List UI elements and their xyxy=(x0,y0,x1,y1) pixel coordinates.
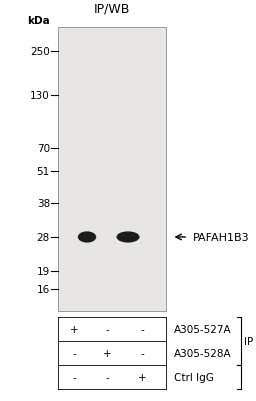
Text: kDa: kDa xyxy=(27,16,50,26)
Bar xyxy=(58,28,166,311)
Text: 16: 16 xyxy=(37,285,50,294)
Text: 28: 28 xyxy=(37,233,50,242)
Text: Ctrl IgG: Ctrl IgG xyxy=(174,372,214,382)
Text: +: + xyxy=(138,372,146,382)
Text: PAFAH1B3: PAFAH1B3 xyxy=(193,233,250,242)
Text: +: + xyxy=(70,324,79,334)
Text: -: - xyxy=(106,324,109,334)
Text: -: - xyxy=(140,348,144,358)
Text: IP/WB: IP/WB xyxy=(94,2,130,15)
Text: -: - xyxy=(140,324,144,334)
Text: A305-527A: A305-527A xyxy=(174,324,232,334)
Text: IP: IP xyxy=(244,336,254,346)
Text: +: + xyxy=(103,348,112,358)
Text: 38: 38 xyxy=(37,198,50,208)
Text: -: - xyxy=(72,348,76,358)
Text: 130: 130 xyxy=(30,91,50,101)
Ellipse shape xyxy=(78,232,96,243)
Text: 250: 250 xyxy=(30,47,50,57)
Text: 70: 70 xyxy=(37,144,50,153)
Text: 51: 51 xyxy=(37,167,50,176)
Text: -: - xyxy=(72,372,76,382)
Text: 19: 19 xyxy=(37,266,50,276)
Ellipse shape xyxy=(116,232,140,243)
Text: -: - xyxy=(106,372,109,382)
Text: A305-528A: A305-528A xyxy=(174,348,232,358)
